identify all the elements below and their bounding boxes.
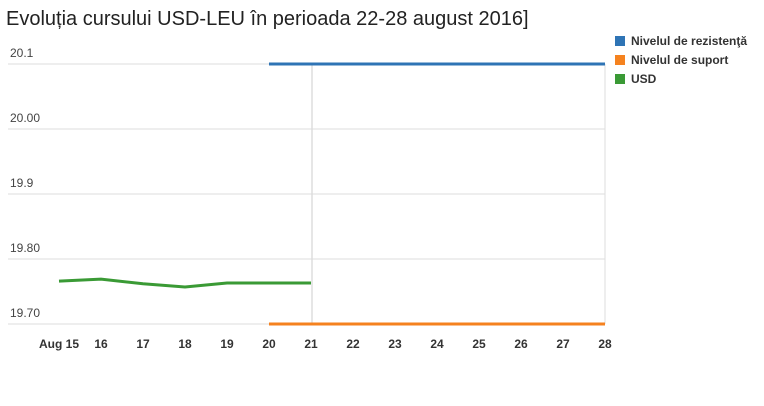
x-tick-label: Aug 15 xyxy=(39,337,79,351)
x-tick-label: 28 xyxy=(598,337,612,351)
y-tick-label: 19.9 xyxy=(10,176,34,190)
legend-label: Nivelul de suport xyxy=(631,53,728,67)
legend-swatch xyxy=(615,55,625,65)
x-tick-label: 19 xyxy=(220,337,234,351)
chart-title: Evoluția cursului USD-LEU în perioada 22… xyxy=(6,8,529,30)
legend-label: Nivelul de rezistenţă xyxy=(631,34,747,48)
y-tick-label: 19.80 xyxy=(10,241,40,255)
x-tick-label: 27 xyxy=(556,337,570,351)
x-tick-label: 26 xyxy=(514,337,528,351)
line-series xyxy=(58,277,311,289)
x-tick-label: 24 xyxy=(430,337,444,351)
x-tick-label: 20 xyxy=(262,337,276,351)
y-tick-label: 20.1 xyxy=(10,46,34,60)
legend-swatch xyxy=(615,36,625,46)
x-tick-label: 16 xyxy=(94,337,108,351)
x-tick-label: 22 xyxy=(346,337,360,351)
x-tick-label: 23 xyxy=(388,337,402,351)
x-tick-label: 21 xyxy=(304,337,318,351)
y-tick-label: 19.70 xyxy=(10,306,40,320)
x-tick-label: 25 xyxy=(472,337,486,351)
legend-label: USD xyxy=(631,72,657,86)
legend-swatch xyxy=(615,74,625,84)
y-tick-label: 20.00 xyxy=(10,111,40,125)
x-tick-label: 17 xyxy=(136,337,150,351)
x-tick-label: 18 xyxy=(178,337,192,351)
